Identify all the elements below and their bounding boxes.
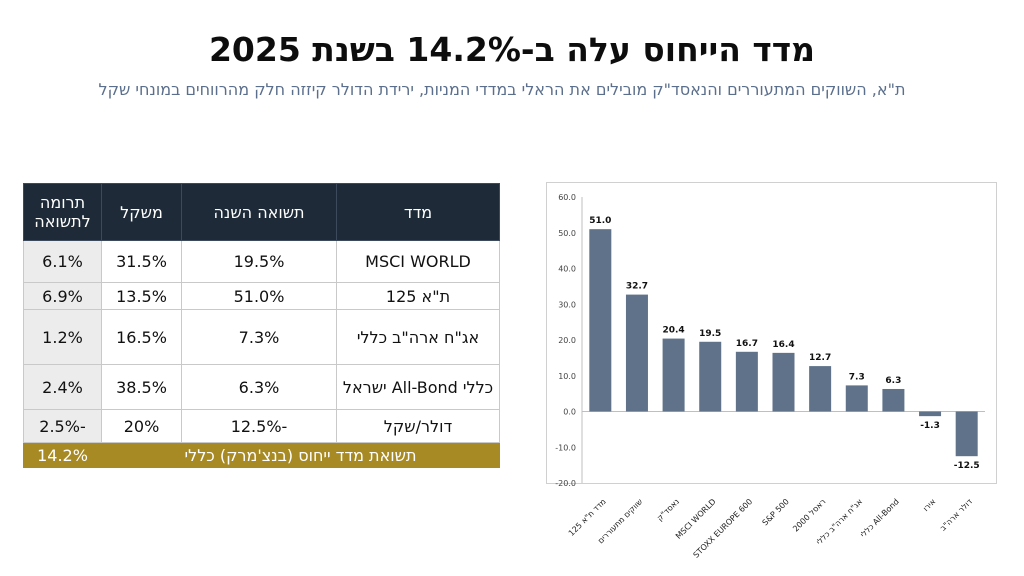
data-label: 6.3	[885, 376, 901, 386]
page-subtitle: ת"א, השווקים המתעוררים והנאסד"ק מובילים …	[98, 80, 906, 99]
y-tick-label: 50.0	[558, 229, 576, 238]
cell-weight: 38.5%	[101, 364, 182, 410]
data-label: 7.3	[849, 372, 865, 382]
x-tick-label: דולר ארה"ב	[938, 497, 974, 533]
bar	[589, 229, 612, 412]
page-title: מדד הייחוס עלה ב-14.2% בשנת 2025	[208, 30, 816, 69]
bar	[809, 366, 832, 412]
cell-return: 6.3%	[181, 364, 337, 410]
y-tick-label: -20.0	[555, 479, 576, 488]
y-tick-label: 30.0	[558, 300, 576, 309]
cell-weight: 13.5%	[101, 282, 182, 310]
bar	[919, 411, 942, 417]
data-label: 19.5	[699, 329, 721, 339]
table-row: MSCI WORLD 19.5% 31.5% 6.1%	[23, 240, 500, 283]
table-row: ת"א 125 51.0% 13.5% 6.9%	[23, 282, 500, 310]
x-tick-label: מדד ת"א 125	[567, 497, 608, 538]
data-label: 16.4	[772, 340, 794, 350]
header-return: תשואה השנה	[181, 183, 337, 241]
cell-return: 51.0%	[181, 282, 337, 310]
benchmark-table: מדד תשואה השנה משקל תרומה לתשואה MSCI WO…	[23, 183, 500, 468]
cell-return: -12.5%	[181, 409, 337, 443]
bar	[735, 351, 758, 412]
cell-contribution: 6.1%	[23, 240, 102, 283]
header-weight: משקל	[101, 183, 182, 241]
total-label: תשואת מדד ייחוס (בנצ'מרק) כללי	[101, 442, 500, 468]
data-label: 20.4	[662, 326, 684, 336]
data-label: 51.0	[589, 216, 611, 226]
table-row: כללי All-Bond ישראל 6.3% 38.5% 2.4%	[23, 364, 500, 410]
y-tick-label: -10.0	[555, 443, 576, 452]
data-label: 16.7	[736, 339, 758, 349]
y-tick-label: 60.0	[558, 193, 576, 202]
y-tick-label: 40.0	[558, 265, 576, 274]
cell-return: 19.5%	[181, 240, 337, 283]
bar	[662, 338, 685, 412]
bar	[625, 294, 648, 412]
y-tick-label: 0.0	[563, 408, 576, 417]
cell-return: 7.3%	[181, 309, 337, 365]
data-label: 12.7	[809, 353, 831, 363]
data-label: 32.7	[626, 282, 648, 292]
x-tick-label: אירו	[921, 497, 937, 513]
header-contribution: תרומה לתשואה	[23, 183, 102, 241]
cell-weight: 16.5%	[101, 309, 182, 365]
cell-index: אג"ח ארה"ב כללי	[336, 309, 500, 365]
chart-frame	[546, 182, 997, 484]
x-tick-label: ראסל 2000	[791, 497, 827, 533]
table-header-row: מדד תשואה השנה משקל תרומה לתשואה	[23, 183, 500, 241]
data-label: -1.3	[920, 421, 940, 431]
bar	[882, 388, 905, 412]
bar	[845, 385, 868, 412]
data-label: -12.5	[954, 461, 980, 471]
cell-contribution: 1.2%	[23, 309, 102, 365]
cell-contribution: 2.4%	[23, 364, 102, 410]
bar	[955, 411, 978, 457]
y-tick-label: 10.0	[558, 372, 576, 381]
cell-contribution: 6.9%	[23, 282, 102, 310]
total-value: 14.2%	[23, 442, 102, 468]
x-tick-label: נאסד"ק	[655, 497, 681, 523]
y-tick-label: 20.0	[558, 336, 576, 345]
table-total-row: תשואת מדד ייחוס (בנצ'מרק) כללי 14.2%	[23, 442, 500, 468]
cell-index: MSCI WORLD	[336, 240, 500, 283]
cell-index: כללי All-Bond ישראל	[336, 364, 500, 410]
table-row: אג"ח ארה"ב כללי 7.3% 16.5% 1.2%	[23, 309, 500, 365]
bar	[772, 352, 795, 412]
bar	[699, 341, 722, 412]
x-tick-label: כללי All-Bond	[859, 497, 901, 539]
x-tick-label: S&P 500	[761, 497, 791, 527]
